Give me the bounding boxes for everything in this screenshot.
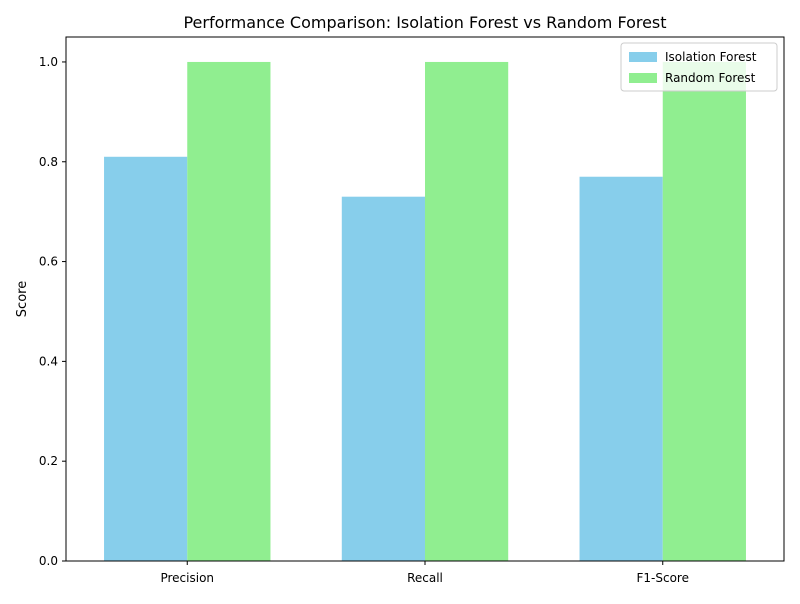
bar-isolation-forest-precision: [104, 156, 188, 561]
bars-layer: [104, 61, 746, 561]
x-tick-label: Recall: [407, 571, 443, 585]
y-tick-label: 0.4: [39, 354, 58, 368]
legend-swatch: [629, 52, 657, 62]
y-axis: 0.0 0.2 0.4 0.6 0.8 1.0: [39, 55, 66, 568]
bar-random-forest-precision: [187, 61, 271, 561]
bar-random-forest-recall: [425, 61, 509, 561]
bar-isolation-forest-f1-score: [579, 176, 663, 561]
bar-isolation-forest-recall: [341, 196, 425, 561]
y-tick-label: 0.2: [39, 454, 58, 468]
y-tick-label: 0.0: [39, 554, 58, 568]
chart-title: Performance Comparison: Isolation Forest…: [183, 13, 666, 32]
legend-label: Random Forest: [665, 71, 756, 85]
y-tick-label: 0.6: [39, 255, 58, 269]
legend-swatch: [629, 73, 657, 83]
legend-label: Isolation Forest: [665, 50, 757, 64]
y-tick-label: 1.0: [39, 55, 58, 69]
y-tick-label: 0.8: [39, 155, 58, 169]
x-tick-label: F1-Score: [637, 571, 689, 585]
x-tick-label: Precision: [160, 571, 214, 585]
legend-box: [620, 42, 778, 92]
x-axis: Precision Recall F1-Score: [160, 561, 689, 585]
y-axis-label: Score: [15, 281, 30, 317]
bar-random-forest-f1-score: [662, 61, 746, 561]
legend: Isolation Forest Random Forest: [620, 42, 778, 92]
